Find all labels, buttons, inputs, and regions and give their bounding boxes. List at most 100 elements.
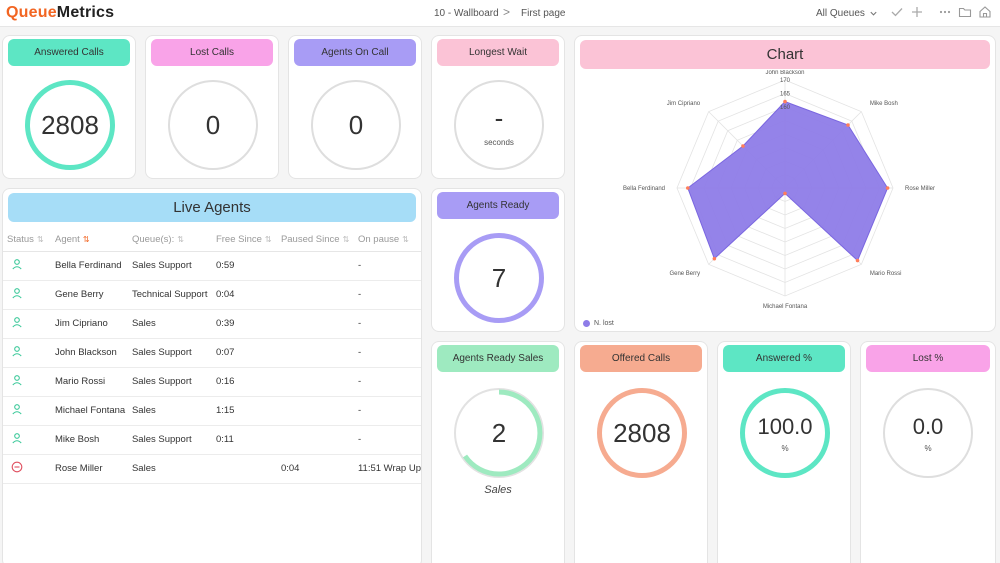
cell-agent: Mario Rossi (50, 367, 128, 397)
column-header-status[interactable]: Status ⇅ (3, 229, 51, 252)
answered-pct-tile: Answered % 100.0 % (717, 341, 851, 563)
agents-ready-value: 7 (491, 262, 507, 293)
cell-free-since: 1:15 (211, 396, 277, 426)
table-header-row: Status ⇅ Agent ⇅ Queue(s): ⇅ Free Since ⇅ Pa… (3, 229, 421, 252)
chart-panel: Chart 160 165 170 John Blackson Mike Bosh Ros… (574, 35, 996, 332)
cell-free-since (211, 454, 277, 484)
folder-icon[interactable] (957, 5, 973, 21)
more-icon[interactable] (937, 5, 953, 21)
radar-tick-label: 165 (780, 92, 791, 98)
lost-pct-title: Lost % (866, 345, 990, 372)
live-agents-table: Status ⇅ Agent ⇅ Queue(s): ⇅ Free Since ⇅ Pa… (3, 229, 421, 484)
agents-ready-sales-ring: 2 (454, 388, 544, 478)
lost-pct-unit: % (924, 443, 932, 453)
column-header-queues[interactable]: Queue(s): ⇅ (127, 229, 212, 252)
answered-calls-ring: 2808 (25, 80, 115, 170)
breadcrumb-wallboard[interactable]: 10 - Wallboard (434, 8, 499, 19)
legend-dot (583, 320, 590, 327)
radar-point (846, 123, 850, 127)
cell-queue: Sales Support (127, 338, 212, 368)
lost-calls-ring: 0 (168, 80, 258, 170)
plus-icon[interactable] (909, 5, 925, 21)
cell-queue: Sales Support (127, 367, 212, 397)
table-row[interactable]: Michael Fontana Sales 1:15 - (3, 396, 421, 426)
offered-calls-ring: 2808 (597, 388, 687, 478)
cell-paused-since (276, 251, 354, 281)
cell-agent: Jim Cipriano (50, 309, 128, 339)
radar-tick-label: 170 (780, 78, 791, 84)
check-icon[interactable] (889, 5, 905, 21)
table-row[interactable]: Jim Cipriano Sales 0:39 - (3, 309, 421, 339)
agents-ready-sales-title: Agents Ready Sales (437, 345, 559, 372)
agents-ready-sales-caption: Sales (484, 484, 512, 496)
cell-paused-since (276, 425, 354, 455)
cell-agent: Mike Bosh (50, 425, 128, 455)
cell-queue: Sales Support (127, 425, 212, 455)
lost-calls-value: 0 (205, 109, 221, 140)
cell-on-pause: - (353, 309, 421, 339)
column-header-paused-since[interactable]: Paused Since ⇅ (276, 229, 354, 252)
agents-on-call-value: 0 (348, 109, 364, 140)
cell-free-since: 0:59 (211, 251, 277, 281)
table-row[interactable]: John Blackson Sales Support 0:07 - (3, 338, 421, 368)
breadcrumb-separator: > (503, 5, 511, 19)
agent-free-icon (12, 375, 22, 386)
cell-on-pause: - (353, 338, 421, 368)
longest-wait-unit: seconds (484, 138, 514, 147)
column-header-free-since[interactable]: Free Since ⇅ (211, 229, 277, 252)
table-row[interactable]: Bella Ferdinand Sales Support 0:59 - (3, 251, 421, 281)
chart-legend[interactable]: N. lost (583, 320, 614, 327)
chevron-down-icon (870, 11, 877, 16)
table-row[interactable]: Gene Berry Technical Support 0:04 - (3, 280, 421, 310)
radar-axis-label: John Blackson (765, 70, 804, 76)
cell-free-since: 0:16 (211, 367, 277, 397)
table-row[interactable]: Mario Rossi Sales Support 0:16 - (3, 367, 421, 397)
agent-free-icon (12, 259, 22, 270)
table-row[interactable]: Rose Miller Sales 0:04 11:51 Wrap Up (3, 454, 421, 484)
answered-pct-value: 100.0 (757, 413, 813, 439)
cell-free-since: 0:04 (211, 280, 277, 310)
column-header-on-pause[interactable]: On pause ⇅ (353, 229, 421, 252)
answered-pct-ring: 100.0 % (740, 388, 830, 478)
lost-pct-tile: Lost % 0.0 % (860, 341, 996, 563)
radar-series-area (687, 101, 889, 262)
longest-wait-value: - (494, 103, 504, 133)
answered-calls-title: Answered Calls (8, 39, 130, 66)
cell-agent: John Blackson (50, 338, 128, 368)
agent-free-icon (12, 404, 22, 415)
lost-calls-title: Lost Calls (151, 39, 273, 66)
logo-part-metrics: Metrics (56, 4, 115, 21)
offered-calls-value: 2808 (613, 417, 671, 448)
radar-point (712, 256, 717, 261)
radar-chart: 160 165 170 John Blackson Mike Bosh Rose Mill… (623, 70, 935, 310)
radar-axis-label: Michael Fontana (763, 304, 808, 310)
cell-agent: Michael Fontana (50, 396, 128, 426)
live-agents-title: Live Agents (8, 193, 416, 222)
cell-paused-since: 0:04 (276, 454, 354, 484)
radar-point (783, 191, 787, 196)
radar-axis-label: Jim Cipriano (667, 101, 701, 107)
agents-ready-tile: Agents Ready 7 (431, 188, 565, 332)
cell-agent: Rose Miller (50, 454, 128, 484)
radar-point (783, 99, 787, 104)
cell-queue: Sales (127, 454, 212, 484)
cell-paused-since (276, 396, 354, 426)
column-header-agent[interactable]: Agent ⇅ (50, 229, 128, 252)
table-row[interactable]: Mike Bosh Sales Support 0:11 - (3, 425, 421, 455)
agent-free-icon (12, 288, 22, 299)
agents-on-call-title: Agents On Call (294, 39, 416, 66)
radar-tick-label: 160 (780, 105, 791, 111)
agents-on-call-ring: 0 (311, 80, 401, 170)
app-logo[interactable]: QueueMetrics (6, 4, 114, 22)
agent-free-icon (12, 433, 22, 444)
cell-queue: Sales (127, 309, 212, 339)
breadcrumb-page[interactable]: First page (521, 8, 566, 19)
cell-agent: Bella Ferdinand (50, 251, 128, 281)
home-icon[interactable] (977, 5, 993, 21)
logo-part-queue: Queue (6, 4, 57, 21)
queue-filter-select[interactable]: All Queues (816, 8, 878, 19)
answered-pct-unit: % (781, 443, 789, 453)
radar-point (686, 186, 690, 190)
cell-free-since: 0:11 (211, 425, 277, 455)
cell-status (3, 338, 51, 368)
